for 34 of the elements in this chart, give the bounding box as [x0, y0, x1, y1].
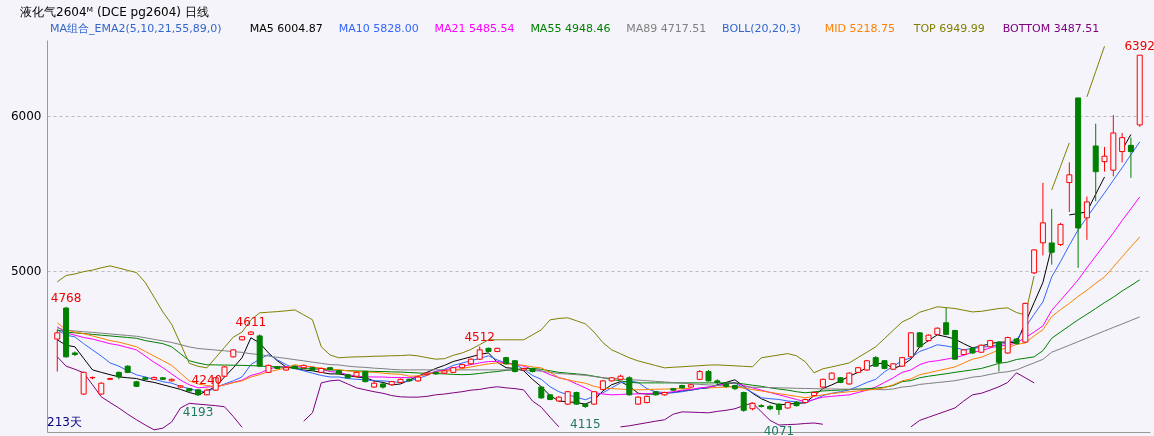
annotation: 4768: [50, 290, 82, 305]
text: MA组合_EMA2(5,10,21,55,89,0): [50, 22, 222, 35]
candlestick: [943, 307, 950, 336]
chart-title: 液化气2604ᴹ (DCE pg2604) 日线: [20, 5, 209, 19]
text: MA55 4948.46: [530, 22, 611, 35]
candlestick: [1057, 222, 1064, 247]
annotation: 4512: [464, 330, 495, 345]
candlestick: [1119, 132, 1126, 163]
candlestick: [1039, 182, 1046, 256]
candlestick: [1066, 161, 1073, 213]
y-tick-label: 5000: [10, 264, 42, 279]
y-tick-label: 6000: [10, 109, 42, 124]
candlestick: [1048, 208, 1055, 266]
annotation: 6392: [1124, 39, 1154, 54]
candlestick: [1101, 146, 1108, 173]
candlestick: [54, 329, 61, 373]
text: TOP 6949.99: [912, 22, 985, 35]
text: BOLL(20,20,3): [722, 22, 801, 35]
line-series: [56, 316, 1141, 391]
annotation: 4193: [182, 404, 214, 419]
candlestick: [1127, 137, 1134, 179]
text: MA10 5828.00: [338, 22, 419, 35]
text: MID 5218.75: [824, 22, 895, 35]
text: MA89 4717.51: [626, 22, 707, 35]
text: MA21 5485.54: [434, 22, 515, 35]
text: MA5 6004.87: [249, 22, 323, 35]
candlestick: [775, 402, 782, 416]
annotation: 4115: [570, 416, 601, 431]
candlestick: [1083, 195, 1090, 241]
annotation: 213天: [47, 415, 82, 429]
annotation: 4071: [763, 423, 795, 436]
text: BOTTOM 3487.51: [1002, 22, 1100, 35]
candlestick: [1031, 248, 1038, 275]
candlestick: [995, 340, 1002, 373]
